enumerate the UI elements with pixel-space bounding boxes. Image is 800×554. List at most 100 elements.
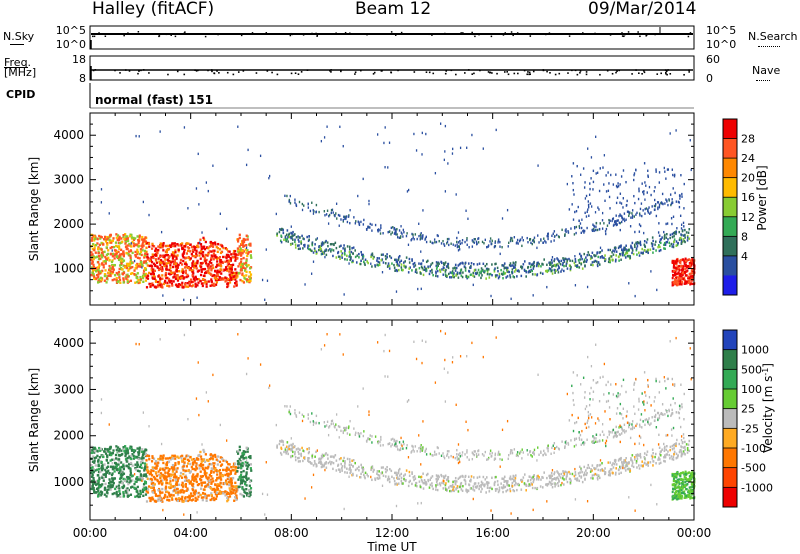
power-cell [547,237,549,241]
power-cell [136,250,139,254]
power-cell [675,281,678,284]
velocity-cell [684,448,686,451]
velocity-cell [376,472,378,475]
power-cell [183,266,187,269]
power-cell [126,262,129,266]
velocity-cell [141,488,145,491]
power-cell [200,265,203,268]
power-cell [330,250,332,253]
power-cell [632,252,635,256]
power-cell [445,274,448,278]
velocity-cell [572,429,575,433]
power-cell [531,239,534,242]
power-cell [672,243,675,246]
power-cell [663,241,666,245]
power-cell [480,267,483,270]
power-cell [360,250,362,254]
velocity-cell [673,443,676,446]
power-cell [191,263,194,267]
velocity-cell [591,441,594,444]
power-cell [94,256,97,259]
power-cell [101,254,105,257]
velocity-cell [338,457,341,461]
power-cell [149,258,152,261]
velocity-cell [320,460,322,464]
velocity-cell [680,452,683,455]
velocity-cell [604,410,606,413]
power-cell [680,174,682,177]
power-cell [348,214,350,217]
velocity-cell [596,476,599,480]
power-cell [165,248,168,252]
velocity-cell [591,469,593,472]
velocity-cell [115,490,118,494]
power-cell [110,246,114,249]
velocity-cell [499,457,501,461]
power-cell [97,251,100,255]
power-cell [130,242,132,245]
nave-point [643,71,646,74]
power-cell [239,251,242,255]
power-cell [239,278,242,282]
power-cell [550,269,552,273]
power-cell [648,185,651,189]
power-cell [122,252,125,255]
power-cell [115,255,119,259]
power-cell [279,228,281,231]
velocity-cell [684,440,686,444]
power-cell [658,171,661,174]
power-cell [688,279,691,283]
power-cell [216,273,219,276]
power-cell [406,232,408,235]
power-cell [219,260,222,264]
power-cell [663,237,666,240]
power-cell [622,206,624,209]
power-cell [144,260,147,263]
power-cell [249,279,252,283]
power-cell [659,245,661,249]
velocity-cell [609,468,612,471]
power-cell [245,270,248,274]
power-cell [437,264,439,267]
power-cell [174,244,177,248]
velocity-cell [605,383,607,387]
power-cell [425,132,427,136]
velocity-cell [502,477,504,480]
velocity-cell [604,471,606,474]
velocity-cell [308,450,310,454]
power-cell [200,247,203,251]
power-cell [287,240,289,243]
power-cell [456,245,459,249]
power-cell [690,262,693,265]
velocity-cell [358,465,360,469]
power-cell [125,252,128,255]
velocity-cell [96,468,99,471]
power-cell [224,276,227,279]
power-cell [308,238,310,241]
power-cell [297,235,299,238]
velocity-cell [639,436,642,439]
power-cell [292,230,294,234]
power-cell [314,249,316,253]
power-cell [119,281,122,284]
power-cell [432,273,434,277]
nave-point [611,72,614,75]
power-cell [145,246,148,249]
power-cell [685,282,688,285]
power-cell [118,255,121,259]
nave-point [218,72,220,74]
power-cell [156,266,159,269]
velocity-cell [514,483,516,487]
power-cell [226,259,229,263]
velocity-cell [384,467,387,471]
power-cell [682,265,685,268]
power-cell [358,223,361,227]
power-cell [666,232,668,236]
power-cell [192,272,195,275]
power-cell [130,261,134,265]
power-cell [308,235,310,238]
velocity-cell [624,465,627,468]
velocity-cell [470,475,473,478]
power-cell [364,263,366,267]
power-cell [659,241,662,245]
